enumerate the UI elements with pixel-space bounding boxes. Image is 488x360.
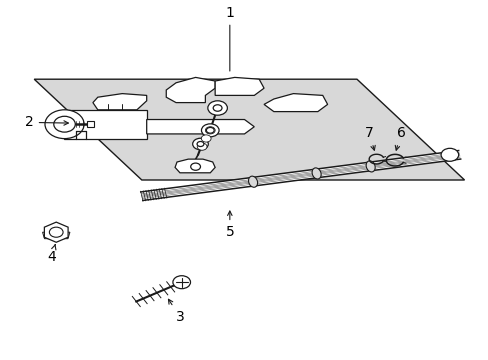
Polygon shape xyxy=(146,120,254,134)
Polygon shape xyxy=(264,94,327,112)
Circle shape xyxy=(197,143,206,150)
Circle shape xyxy=(206,127,214,133)
Text: 4: 4 xyxy=(47,245,56,264)
Circle shape xyxy=(440,148,458,161)
Circle shape xyxy=(201,124,219,137)
Text: 3: 3 xyxy=(168,299,184,324)
Text: 5: 5 xyxy=(225,211,234,239)
Circle shape xyxy=(192,138,208,150)
Polygon shape xyxy=(175,159,215,173)
Polygon shape xyxy=(93,94,146,110)
Circle shape xyxy=(205,127,215,134)
Polygon shape xyxy=(44,222,68,242)
Ellipse shape xyxy=(311,168,321,179)
Polygon shape xyxy=(166,77,215,103)
Polygon shape xyxy=(34,79,464,180)
Circle shape xyxy=(197,141,203,147)
Circle shape xyxy=(45,110,84,139)
Circle shape xyxy=(207,101,227,115)
Circle shape xyxy=(213,105,222,111)
Text: 1: 1 xyxy=(225,6,234,71)
Circle shape xyxy=(49,227,63,237)
Text: 2: 2 xyxy=(25,116,68,129)
Polygon shape xyxy=(86,121,94,127)
Circle shape xyxy=(201,135,211,142)
Text: 6: 6 xyxy=(394,126,405,150)
Ellipse shape xyxy=(366,161,374,172)
Text: 7: 7 xyxy=(364,126,374,150)
Circle shape xyxy=(54,116,75,132)
Polygon shape xyxy=(141,150,460,201)
Polygon shape xyxy=(42,232,70,239)
Circle shape xyxy=(173,276,190,289)
Polygon shape xyxy=(215,77,264,95)
Ellipse shape xyxy=(248,176,257,187)
Circle shape xyxy=(190,163,200,170)
Polygon shape xyxy=(63,110,146,139)
